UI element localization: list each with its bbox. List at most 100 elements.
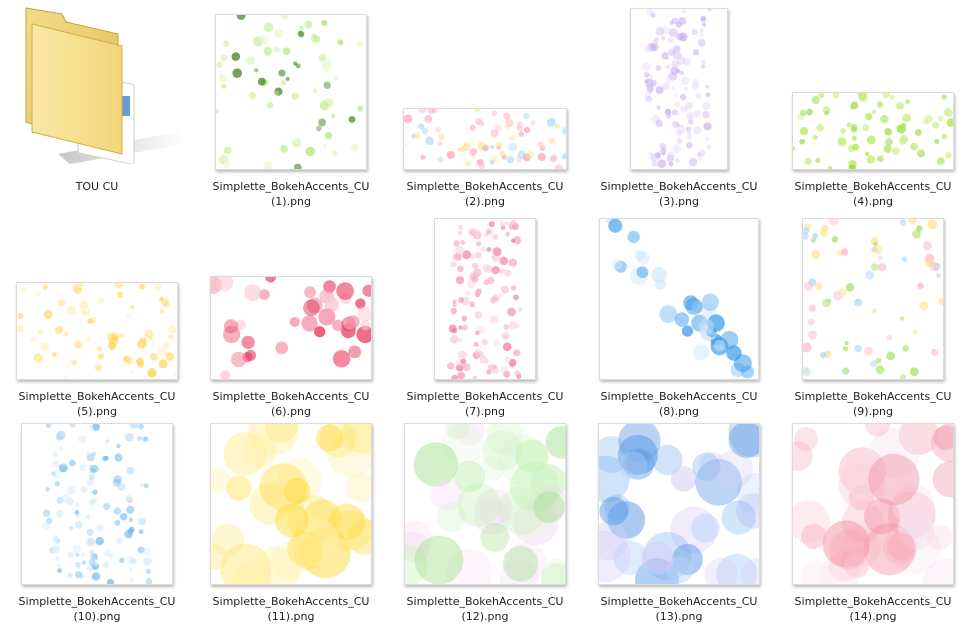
bokeh-dot [693,110,702,118]
bokeh-dot [695,93,702,100]
bokeh-dot [92,572,101,581]
bokeh-dot [666,154,675,163]
file-item-12[interactable]: Simplette_BokehAccents_CU (12).png [388,420,582,639]
bokeh-dot [503,370,511,378]
bokeh-dot [892,483,935,526]
bokeh-dot [642,62,651,72]
bokeh-dot [220,370,231,379]
bokeh-dot [518,131,525,137]
bokeh-dot [448,324,457,333]
bokeh-dot [150,353,158,361]
bokeh-dot [644,45,651,53]
bokeh-dot [706,144,711,149]
bokeh-dot [936,157,945,166]
file-item-7[interactable]: Simplette_BokehAccents_CU (7).png [388,210,582,420]
bokeh-dot [505,231,510,237]
bokeh-dot [803,366,809,374]
bokeh-dot [252,547,300,584]
bokeh-dot [872,308,877,314]
bokeh-dot [827,298,832,303]
bokeh-dot [500,225,506,230]
file-item-1[interactable]: Simplette_BokehAccents_CU (1).png [194,0,388,210]
bokeh-dot [486,247,492,252]
bokeh-dot [89,549,94,555]
bokeh-dot [223,325,241,344]
bokeh-dot [331,510,371,551]
file-item-3[interactable]: Simplette_BokehAccents_CU (3).png [582,0,776,210]
bokeh-dot [460,240,466,245]
file-item-10[interactable]: Simplette_BokehAccents_CU (10).png [0,420,194,639]
bokeh-dot [807,318,815,326]
file-item-13[interactable]: Simplette_BokehAccents_CU (13).png [582,420,776,639]
bokeh-dot [418,109,427,114]
file-item-4[interactable]: Simplette_BokehAccents_CU (4).png [776,0,970,210]
thumbnail-8 [599,218,759,380]
bokeh-dot [648,97,653,102]
bokeh-dot [348,116,356,123]
bokeh-dot [692,452,721,481]
bokeh-dot [67,572,73,578]
bokeh-dot [542,558,565,584]
bokeh-dot [801,523,826,549]
bokeh-dot [138,517,146,526]
bokeh-dot [55,291,60,297]
bokeh-dot [116,443,121,449]
bokeh-dot [707,314,725,332]
bokeh-dot [508,358,517,367]
bokeh-dot [437,141,443,146]
bokeh-dot [506,155,515,164]
bokeh-dot [713,339,726,352]
bokeh-dot [914,129,922,136]
file-item-6[interactable]: Simplette_BokehAccents_CU (6).png [194,210,388,420]
bokeh-dot [52,544,61,553]
bokeh-dot [41,343,50,351]
bokeh-dot [128,517,134,522]
file-item-9[interactable]: Simplette_BokehAccents_CU (9).png [776,210,970,420]
bokeh-dot [699,31,704,37]
bokeh-dot [491,294,499,301]
bokeh-dot [551,153,558,161]
bokeh-dot [691,513,720,543]
file-item-8[interactable]: Simplette_BokehAccents_CU (8).png [582,210,776,420]
bokeh-dot [312,88,318,93]
bokeh-dot [868,453,920,506]
bokeh-dot [643,71,650,78]
bokeh-dot [442,424,485,465]
bokeh-dot [913,330,918,335]
bokeh-dot [649,12,656,19]
bokeh-dot [468,272,477,281]
bokeh-dot [820,229,828,237]
bokeh-dot [492,364,497,370]
bokeh-dot [444,424,470,440]
bokeh-dot [693,126,702,135]
bokeh-dot [651,267,667,283]
bokeh-dot [674,312,690,327]
bokeh-dot [850,101,859,110]
bokeh-dot [656,105,661,110]
bokeh-image [404,109,566,169]
bokeh-dot [651,160,658,167]
bokeh-dot [929,261,939,272]
bokeh-dot [343,424,371,455]
bokeh-dot [899,316,905,321]
bokeh-dot [138,529,144,535]
bokeh-dot [697,155,703,161]
file-item-5[interactable]: Simplette_BokehAccents_CU (5).png [0,210,194,420]
bokeh-dot [480,522,510,552]
file-item-11[interactable]: Simplette_BokehAccents_CU (11).png [194,420,388,639]
file-label-9: Simplette_BokehAccents_CU (9).png [794,390,952,418]
bokeh-dot [324,297,339,312]
file-item-14[interactable]: Simplette_BokehAccents_CU (14).png [776,420,970,639]
file-item-2[interactable]: Simplette_BokehAccents_CU (2).png [388,0,582,210]
bokeh-dot [870,263,879,271]
bokeh-dot [509,135,516,141]
bokeh-dot [259,463,308,511]
bokeh-dot [112,478,122,488]
bokeh-dot [735,493,759,529]
bokeh-dot [62,462,67,467]
bokeh-dot [413,442,459,487]
bokeh-dot [46,424,51,429]
bokeh-dot [91,451,97,457]
folder-item[interactable]: TOU CU [0,0,194,210]
file-label-7: Simplette_BokehAccents_CU (7).png [406,390,564,418]
